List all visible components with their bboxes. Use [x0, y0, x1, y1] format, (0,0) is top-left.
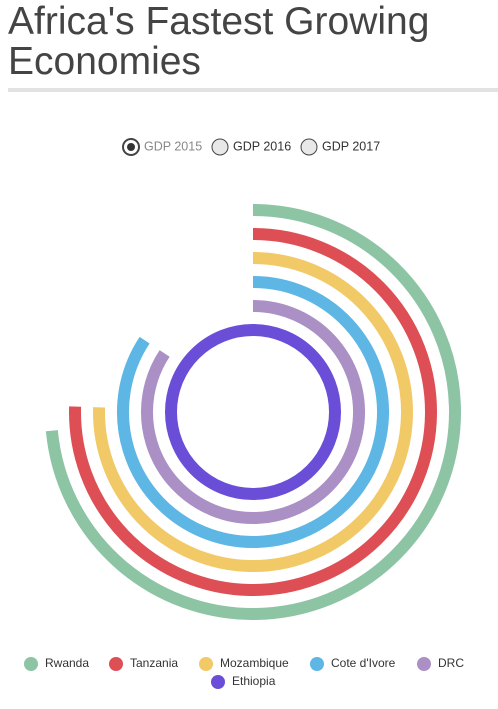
legend-label[interactable]: Tanzania — [130, 656, 178, 670]
radio-dot — [127, 143, 135, 151]
option-label: GDP 2016 — [233, 139, 291, 153]
chart-title: Africa's Fastest Growing Economies — [8, 0, 430, 83]
legend-marker[interactable] — [417, 657, 431, 671]
legend-marker[interactable] — [109, 657, 123, 671]
legend-label[interactable]: Mozambique — [220, 656, 289, 670]
radial-bar — [69, 228, 437, 596]
legend-marker[interactable] — [199, 657, 213, 671]
legend-marker[interactable] — [211, 675, 225, 689]
radio-button[interactable] — [211, 138, 229, 156]
option-label: GDP 2017 — [322, 139, 380, 153]
title-rule — [8, 88, 498, 92]
legend-label[interactable]: DRC — [438, 656, 464, 670]
legend-label[interactable]: Ethiopia — [232, 674, 276, 688]
radio-button[interactable] — [300, 138, 318, 156]
radial-bar — [45, 204, 461, 620]
legend-label[interactable]: Cote d'Ivore — [331, 656, 396, 670]
option-label: GDP 2015 — [144, 139, 202, 153]
radial-bar — [141, 300, 365, 524]
legend-label[interactable]: Rwanda — [45, 656, 89, 670]
legend-marker[interactable] — [24, 657, 38, 671]
radial-bar — [93, 252, 413, 572]
radial-bar — [165, 324, 341, 500]
radial-bar — [117, 276, 389, 548]
legend-marker[interactable] — [310, 657, 324, 671]
